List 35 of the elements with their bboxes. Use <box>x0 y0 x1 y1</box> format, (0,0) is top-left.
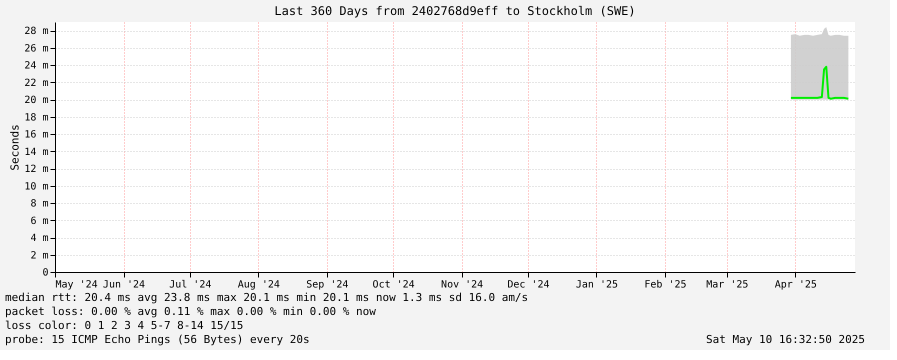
y-tick-label: 4 m <box>30 233 48 244</box>
y-tick-label: 20 m <box>24 95 48 106</box>
line-series <box>790 66 850 100</box>
y-tick-label: 22 m <box>24 78 48 89</box>
text: probe: 15 ICMP Echo Pings (56 Bytes) every 20s <box>5 333 310 346</box>
y-tick-label: 10 m <box>24 181 48 192</box>
y-tick-label: 16 m <box>24 130 48 141</box>
y-tick-label: 0 <box>42 268 48 278</box>
x-tick-label: Apr '25 <box>774 280 817 290</box>
x-tick-label: Jul '24 <box>169 280 212 290</box>
y-tick-label: 6 m <box>30 216 48 227</box>
x-tick-label: Jan '25 <box>576 280 618 290</box>
x-tick-label: May '24 <box>56 280 98 290</box>
y-tick-label: 14 m <box>24 146 48 158</box>
y-tick-label: 28 m <box>24 26 48 38</box>
text: packet loss: 0.00 % avg 0.11 % max 0.00 % min 0.00 % now <box>5 305 376 318</box>
x-tick-label: Dec '24 <box>507 280 550 290</box>
x-tick-label: Feb '25 <box>644 280 687 290</box>
x-tick-label: Sep '24 <box>306 280 348 290</box>
y-tick-label: 18 m <box>24 112 48 124</box>
x-tick-label: Jun '24 <box>102 280 146 290</box>
y-tick-label: 8 m <box>30 198 48 210</box>
y-tick-label: 2 m <box>30 250 48 262</box>
y-tick-label: 24 m <box>24 60 48 72</box>
x-tick-label: Nov '24 <box>441 280 484 290</box>
y-tick-label: 12 m <box>24 164 48 176</box>
text: Sat May 10 16:32:50 2025 <box>706 333 865 346</box>
y-axis-title: Seconds <box>8 124 22 171</box>
chart-title: Last 360 Days from 2402768d9eff to Stockholm (SWE) <box>274 4 636 18</box>
x-tick-label: Mar '25 <box>706 280 748 290</box>
text: loss color: 0 1 2 3 4 5-7 8-14 15/15 <box>5 319 244 332</box>
text: median rtt: 20.4 ms avg 23.8 ms max 20.1 ms min 20.1 ms now 1.3 ms sd 16.0 am/s <box>5 291 528 304</box>
x-tick-label: Oct '24 <box>372 280 415 290</box>
y-tick-label: 26 m <box>24 43 48 54</box>
x-tick-label: Aug '24 <box>238 280 280 290</box>
